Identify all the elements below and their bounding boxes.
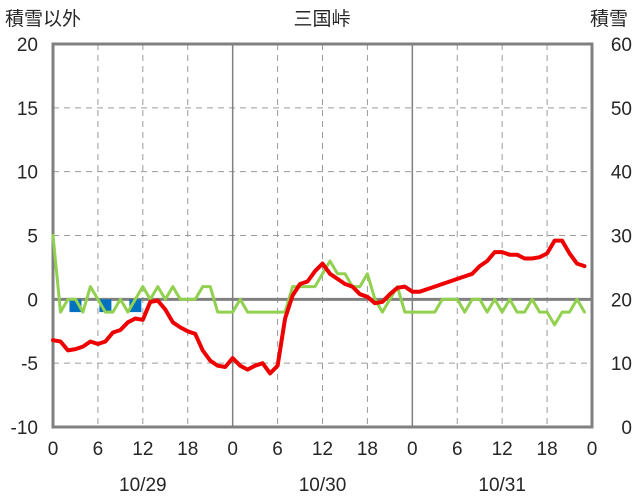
date-label: 10/29	[119, 475, 167, 496]
x-tick-label: 18	[357, 439, 378, 460]
x-tick-label: 0	[407, 439, 418, 460]
left-tick-label: -10	[11, 418, 38, 439]
wind-line	[51, 234, 586, 327]
right-tick-label: 0	[621, 418, 632, 439]
left-tick-label: -5	[21, 354, 38, 375]
left-axis-label: 積雪以外	[5, 8, 81, 30]
series-lines	[51, 234, 587, 376]
x-tick-label: 12	[312, 439, 333, 460]
x-tick-label: 18	[537, 439, 558, 460]
x-tick-label: 12	[132, 439, 153, 460]
right-axis-label: 積雪	[590, 8, 628, 30]
date-label: 10/30	[299, 475, 347, 496]
left-tick-label: 20	[17, 35, 38, 56]
x-tick-label: 6	[272, 439, 283, 460]
x-tick-label: 18	[177, 439, 198, 460]
right-tick-label: 30	[611, 227, 632, 248]
x-tick-label: 12	[492, 439, 513, 460]
chart-title: 三国峠	[293, 8, 350, 30]
right-y-ticks: 60 50 40 30 20 10 0	[611, 35, 632, 439]
x-ticks: 0 6 12 18 0 6 12 18 0 6 12 18 0	[48, 439, 598, 460]
left-tick-label: 10	[17, 163, 38, 184]
x-tick-label: 6	[452, 439, 463, 460]
right-tick-label: 50	[611, 99, 632, 120]
left-tick-label: 15	[17, 99, 38, 120]
x-tick-label: 0	[227, 439, 238, 460]
gridlines	[53, 44, 592, 427]
date-label: 10/31	[478, 475, 526, 496]
right-tick-label: 60	[611, 35, 632, 56]
right-tick-label: 10	[611, 354, 632, 375]
right-tick-label: 20	[611, 290, 632, 311]
temperature-line	[51, 238, 587, 376]
left-y-ticks: 20 15 10 5 0 -5 -10	[11, 35, 38, 439]
right-tick-label: 40	[611, 163, 632, 184]
x-tick-label: 0	[48, 439, 59, 460]
x-tick-label: 0	[587, 439, 598, 460]
x-tick-label: 6	[93, 439, 104, 460]
left-tick-label: 5	[27, 227, 38, 248]
date-labels: 10/29 10/30 10/31	[119, 475, 526, 496]
left-tick-label: 0	[27, 290, 38, 311]
